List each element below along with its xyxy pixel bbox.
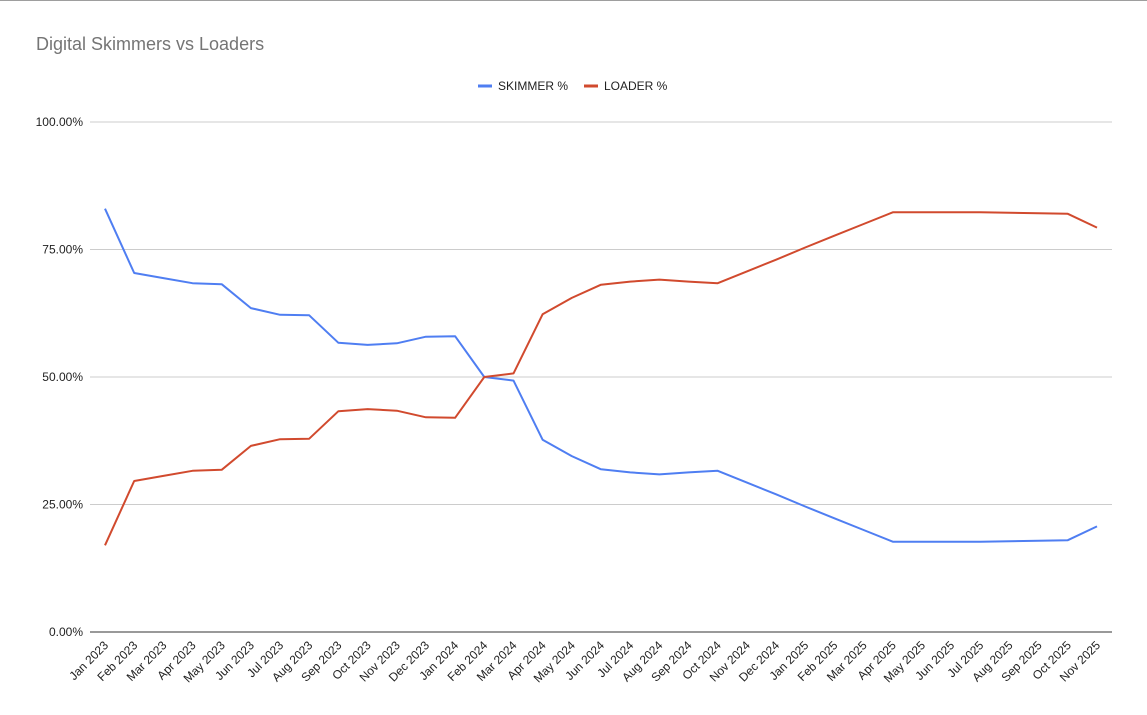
legend: SKIMMER % LOADER %: [478, 79, 668, 93]
y-tick-label: 100.00%: [36, 115, 84, 129]
series-line-loader: [104, 211, 1098, 546]
y-tick-label: 0.00%: [49, 625, 83, 639]
y-axis-ticks: 0.00% 25.00% 50.00% 75.00% 100.00%: [36, 115, 84, 639]
series-lines: [104, 208, 1098, 546]
gridlines: [90, 121, 1112, 633]
y-tick-label: 50.00%: [42, 370, 83, 384]
legend-label: SKIMMER %: [498, 79, 568, 93]
y-tick-label: 75.00%: [42, 243, 83, 257]
y-tick-label: 25.00%: [42, 498, 83, 512]
legend-label: LOADER %: [604, 79, 668, 93]
series-line-skimmer: [104, 208, 1098, 543]
chart-title: Digital Skimmers vs Loaders: [36, 34, 265, 54]
